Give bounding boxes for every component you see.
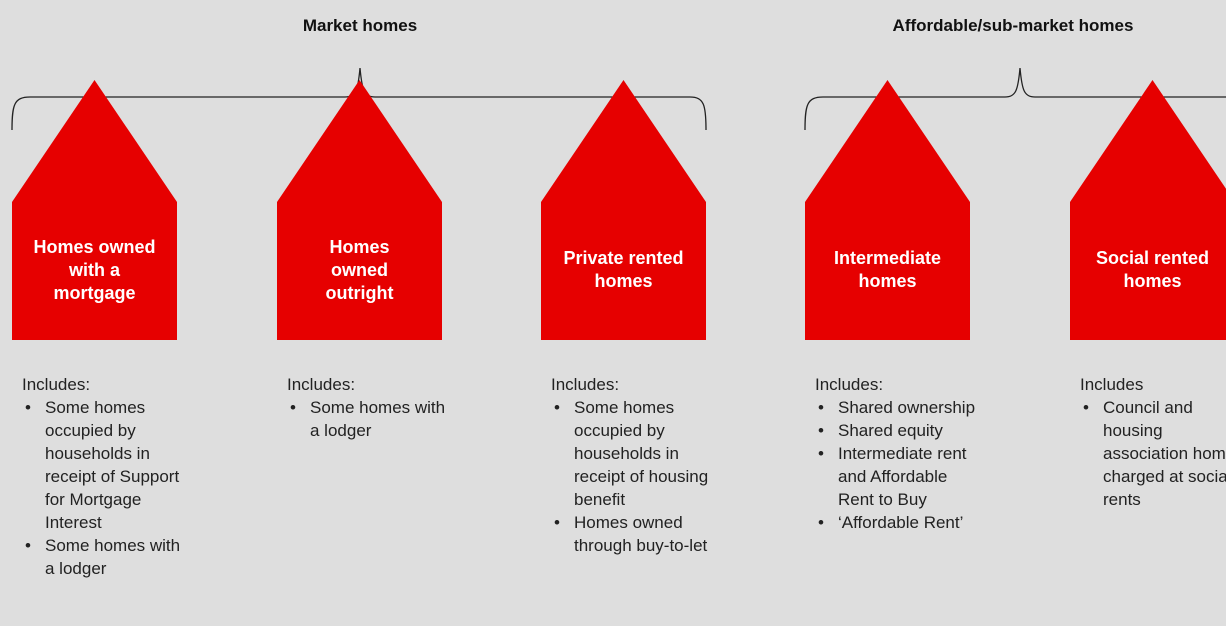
brace bbox=[804, 67, 1226, 131]
house-title-box: Intermediate homes bbox=[805, 200, 970, 340]
house-title-box: Private rented homes bbox=[541, 200, 706, 340]
bullet-item: Some homes with a lodger bbox=[287, 396, 458, 442]
house-title: Social rented homes bbox=[1095, 248, 1210, 291]
house-title: Homes owned with a mortgage bbox=[33, 236, 156, 303]
includes-block: Includes: Shared ownershipShared equityIn… bbox=[815, 373, 986, 534]
bullet-item: Shared equity bbox=[815, 419, 986, 442]
brace bbox=[11, 67, 707, 131]
bullet-item: Council and housing association homes ch… bbox=[1080, 396, 1226, 511]
bullet-item: Some homes with a lodger bbox=[22, 534, 193, 580]
house-title-box: Homes owned outright bbox=[277, 200, 442, 340]
house bbox=[541, 80, 706, 340]
house bbox=[1070, 80, 1226, 340]
bullet-item: Intermediate rent and Affordable Rent to… bbox=[815, 442, 986, 511]
house-title: Homes owned outright bbox=[325, 236, 394, 303]
bullet-list: Some homes occupied by households in rec… bbox=[22, 396, 193, 580]
includes-block: Includes: Some homes occupied by househol… bbox=[22, 373, 193, 580]
house bbox=[805, 80, 970, 340]
bullet-item: Homes owned through buy-to-let bbox=[551, 511, 722, 557]
house-title-box: Homes owned with a mortgage bbox=[12, 200, 177, 340]
bullet-list: Some homes with a lodger bbox=[287, 396, 458, 442]
house-title: Intermediate homes bbox=[833, 248, 942, 291]
includes-label: Includes bbox=[1080, 375, 1144, 394]
bullet-item: Some homes occupied by households in rec… bbox=[551, 396, 722, 511]
group-label: Market homes bbox=[302, 16, 418, 35]
house bbox=[277, 80, 442, 340]
includes-block: Includes: Some homes occupied by househol… bbox=[551, 373, 722, 557]
includes-block: Includes Council and housing association … bbox=[1080, 373, 1226, 511]
bullet-list: Council and housing association homes ch… bbox=[1080, 396, 1226, 511]
includes-label: Includes: bbox=[287, 375, 356, 394]
bullet-item: ‘Affordable Rent’ bbox=[815, 511, 986, 534]
bullet-item: Some homes occupied by households in rec… bbox=[22, 396, 193, 534]
bullet-item: Shared ownership bbox=[815, 396, 986, 419]
includes-label: Includes: bbox=[815, 375, 884, 394]
includes-block: Includes: Some homes with a lodger bbox=[287, 373, 458, 442]
includes-label: Includes: bbox=[22, 375, 91, 394]
house-title: Private rented homes bbox=[563, 248, 684, 291]
house-title-box: Social rented homes bbox=[1070, 200, 1226, 340]
bullet-list: Some homes occupied by households in rec… bbox=[551, 396, 722, 557]
includes-label: Includes: bbox=[551, 375, 620, 394]
bullet-list: Shared ownershipShared equityIntermediat… bbox=[815, 396, 986, 534]
group-label: Affordable/sub-market homes bbox=[892, 16, 1134, 35]
house bbox=[12, 80, 177, 340]
